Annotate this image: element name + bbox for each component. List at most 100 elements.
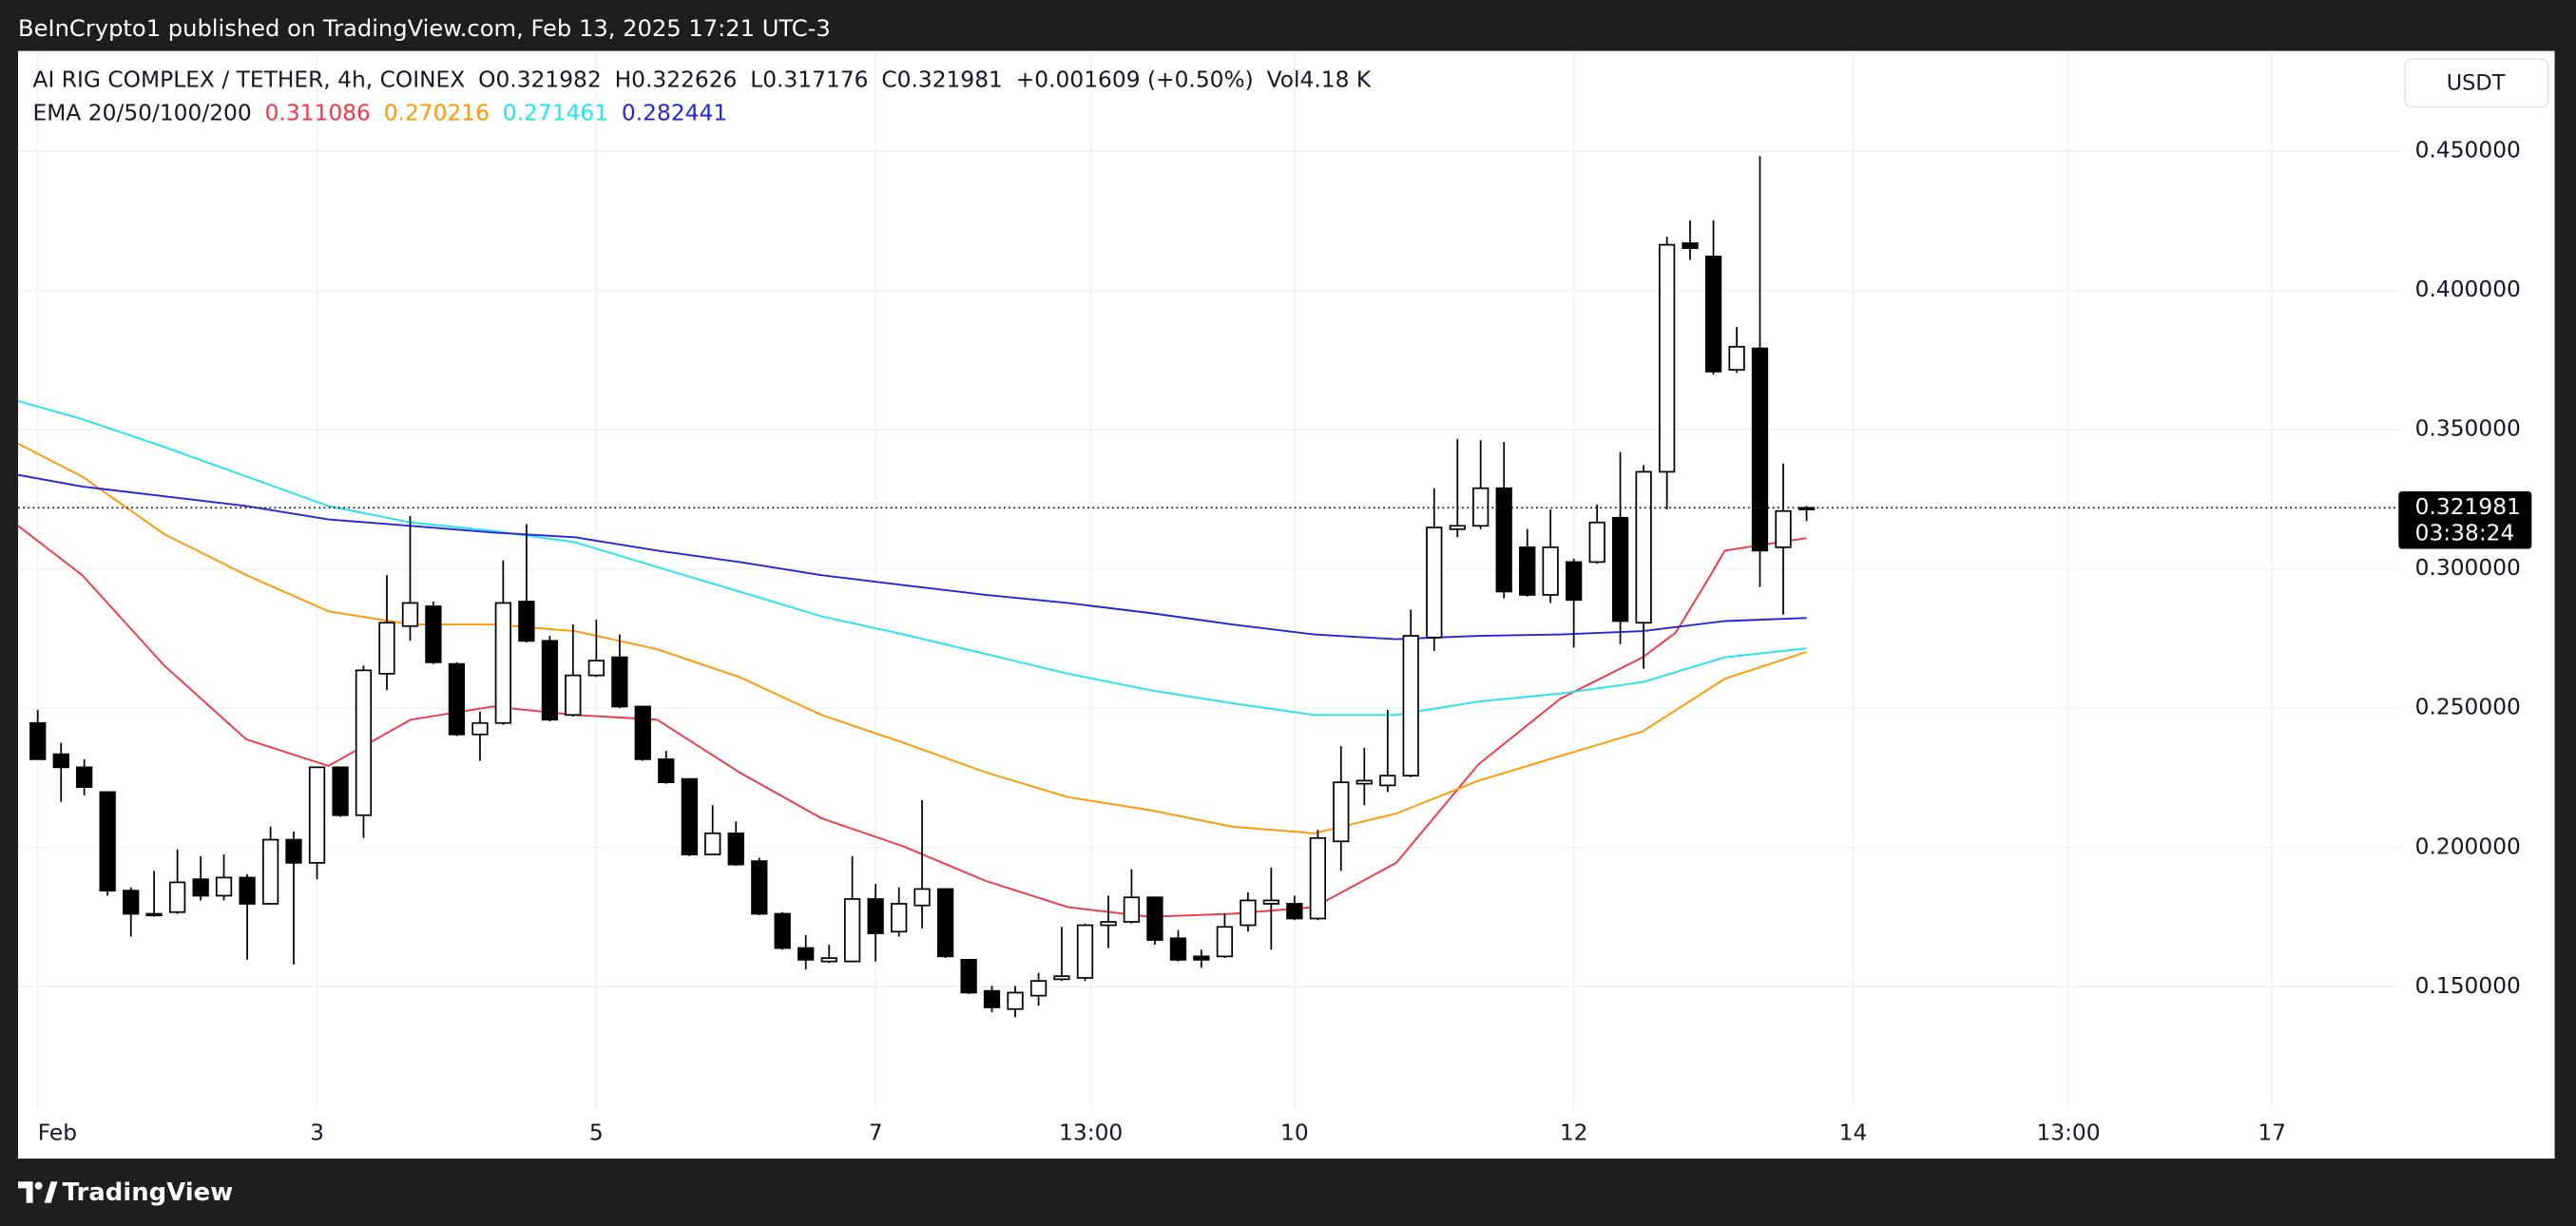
candle-body — [168, 881, 186, 913]
candle-body — [471, 721, 489, 736]
candle-body — [1193, 955, 1210, 961]
y-tick-label: 0.250000 — [2415, 694, 2521, 720]
candle-body — [1704, 256, 1722, 373]
candle-body — [123, 890, 140, 915]
volume: Vol4.18 K — [1267, 66, 1372, 92]
ema-line — [17, 525, 1807, 918]
currency-button[interactable] — [2404, 58, 2549, 108]
ema-line — [17, 442, 1807, 834]
candle-body — [611, 656, 628, 708]
candle-body — [1007, 991, 1024, 1010]
candle-body — [518, 601, 535, 642]
ohlc-prefix: C — [881, 66, 896, 92]
candle-body — [29, 721, 47, 760]
candle-body — [145, 912, 163, 917]
x-tick-label: 14 — [1839, 1120, 1868, 1146]
candle-body — [704, 832, 721, 855]
candle-body — [1611, 516, 1629, 623]
candle-body — [658, 757, 675, 784]
indicator-value: 0.282441 — [622, 99, 727, 125]
candle-body — [1169, 937, 1187, 961]
candle-body — [1449, 525, 1466, 530]
brand-logo — [18, 1181, 58, 1203]
indicator-value: 0.311086 — [265, 99, 371, 125]
x-tick-label: 13:00 — [2036, 1120, 2100, 1146]
candle-body — [727, 832, 744, 866]
x-tick-label: 12 — [1560, 1120, 1588, 1146]
candle-body — [332, 766, 349, 816]
candle-body — [1402, 635, 1419, 777]
candle-body — [1286, 903, 1303, 920]
candle-body — [1379, 775, 1396, 787]
candle-body — [1309, 836, 1327, 920]
x-tick-label: 17 — [2258, 1120, 2286, 1146]
candle-body — [960, 958, 977, 994]
candle-body — [1659, 243, 1676, 473]
x-tick-label: 5 — [589, 1120, 604, 1146]
candle-body — [798, 947, 815, 961]
candle-body — [1053, 975, 1070, 981]
countdown-label: 03:38:24 — [2415, 519, 2515, 546]
candle-body — [1519, 546, 1536, 596]
y-tick-label: 0.450000 — [2415, 137, 2521, 163]
symbol-title: AI RIG COMPLEX / TETHER, 4h, COINEX — [33, 66, 466, 92]
candle-body — [1682, 241, 1699, 249]
candle-body — [1333, 781, 1350, 843]
candle-body — [1029, 980, 1048, 997]
y-tick-label: 0.400000 — [2415, 276, 2521, 302]
candle-body — [1472, 487, 1490, 527]
brand-name: TradingView — [63, 1178, 234, 1207]
candle-body — [378, 622, 395, 675]
candle-body — [494, 602, 511, 724]
candle-body — [774, 912, 791, 949]
x-tick-label: 7 — [869, 1120, 883, 1146]
candle-body — [285, 838, 302, 864]
candle-body — [936, 888, 954, 958]
candle-body — [76, 766, 93, 789]
candle-body — [1216, 926, 1234, 958]
last-price-label: 0.321981 — [2415, 493, 2521, 520]
candle-body — [1495, 487, 1512, 593]
candle-body — [1355, 779, 1373, 785]
candle-body — [1751, 347, 1769, 552]
candle-body — [1426, 527, 1443, 639]
candle-body — [239, 876, 256, 905]
chart-panel — [18, 50, 2555, 1159]
ohlc-value: 0.322626 — [631, 66, 737, 92]
candle-body — [1146, 896, 1163, 941]
candle-body — [1588, 521, 1605, 564]
symbol-header: AI RIG COMPLEX / TETHER, 4h, COINEX O0.32… — [33, 66, 1372, 92]
candle-body — [565, 674, 582, 717]
ohlc-value: 0.321982 — [495, 66, 601, 92]
candle-body — [913, 888, 931, 907]
change: +0.001609 (+0.50%) — [1016, 66, 1254, 92]
candle-body — [867, 898, 884, 934]
candle-body — [891, 903, 908, 933]
y-tick-label: 0.150000 — [2415, 972, 2521, 999]
candle-body — [1100, 921, 1117, 927]
publisher-line: BeInCrypto1 published on TradingView.com… — [18, 15, 831, 42]
indicator-legend: EMA 20/50/100/200 0.311086 0.270216 0.27146… — [33, 99, 728, 125]
x-tick-label: 3 — [310, 1120, 324, 1146]
ema-line — [17, 473, 1807, 641]
grid — [18, 50, 2402, 1110]
candle-body — [1566, 561, 1583, 602]
ohlc-value: 0.317176 — [762, 66, 868, 92]
ohlc-value: 0.321981 — [897, 66, 1003, 92]
candle-body — [448, 662, 466, 736]
candle-body — [401, 602, 419, 627]
currency-button-label[interactable]: USDT — [2447, 71, 2506, 96]
indicator-value: 0.270216 — [384, 99, 490, 125]
candle-body — [541, 640, 559, 721]
y-tick-label: 0.350000 — [2415, 415, 2521, 442]
x-tick-label: Feb — [38, 1120, 77, 1146]
candle-body — [1240, 899, 1257, 927]
candle-body — [192, 878, 209, 897]
candle-body — [634, 705, 651, 760]
candle-body — [1797, 507, 1816, 510]
x-tick-label: 13:00 — [1059, 1120, 1123, 1146]
last-price-box — [2398, 490, 2532, 549]
candle-body — [1076, 924, 1094, 979]
indicator-value: 0.271461 — [503, 99, 608, 125]
